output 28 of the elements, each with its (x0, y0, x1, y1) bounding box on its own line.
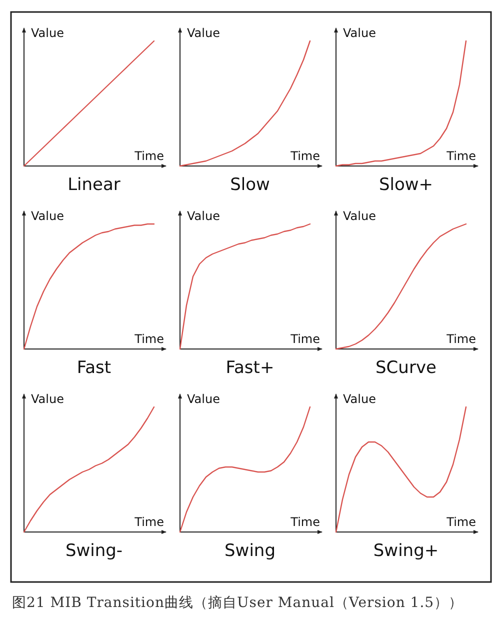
text: Swing- (65, 541, 123, 561)
text: Slow+ (378, 175, 434, 195)
x-axis-title: Time (446, 149, 476, 163)
text: Fast (76, 358, 112, 378)
x-axis-title: Time (290, 515, 320, 529)
y-axis-title: Value (343, 26, 376, 40)
y-axis-title: Value (343, 209, 376, 223)
text: Swing+ (373, 541, 439, 561)
text: Fast+ (226, 358, 274, 378)
text: Slow (230, 175, 270, 195)
x-axis-title: Time (134, 149, 164, 163)
x-axis-title: Time (134, 515, 164, 529)
y-axis-title: Value (187, 392, 220, 406)
y-axis-title: Value (31, 26, 64, 40)
y-axis-title: Value (187, 26, 220, 40)
x-axis-title: Time (446, 332, 476, 346)
x-axis-title: Time (290, 149, 320, 163)
x-axis-title: Time (446, 515, 476, 529)
x-axis-title: Time (290, 332, 320, 346)
text: SCurve (376, 358, 436, 378)
text: Linear (68, 175, 120, 195)
y-axis-title: Value (343, 392, 376, 406)
text: Swing (224, 541, 276, 561)
y-axis-title: Value (31, 392, 64, 406)
x-axis-title: Time (134, 332, 164, 346)
y-axis-title: Value (187, 209, 220, 223)
caption: 图21 MIB Transition曲线（摘自User Manual（Version 1.5）） (12, 594, 464, 613)
y-axis-title: Value (31, 209, 64, 223)
